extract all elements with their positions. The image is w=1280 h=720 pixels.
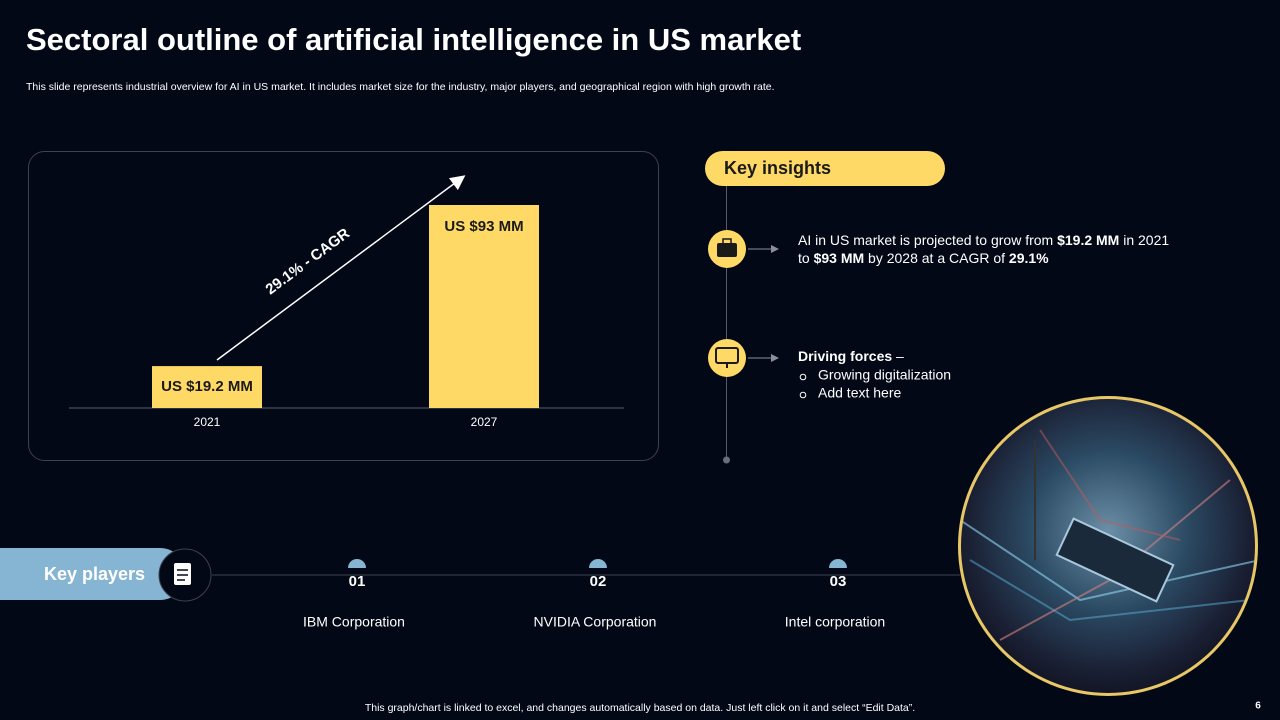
player-number: 02 [590,573,607,590]
timeline-dot [723,456,730,464]
briefcase [717,243,737,257]
text-bold: $93 MM [814,250,865,266]
text-bold: 29.1% [1009,250,1049,266]
text: by 2028 at a CAGR of [864,250,1009,266]
cagr-arrow [216,175,466,361]
bullet [799,391,807,399]
cagr-label: 29.1% - CAGR [262,225,353,298]
player-marker [348,559,366,568]
driving-heading: Driving forces – [798,348,904,364]
players: Key players [0,548,960,602]
insight-text: AI in US market is projected to grow fro… [798,232,1169,248]
x-tick-label: 2021 [194,415,221,429]
player-number: 03 [830,573,847,590]
title: Sectoral outline of artificial intellige… [26,22,801,57]
text-bold: $19.2 MM [1057,232,1119,248]
player-marker [589,559,607,568]
text-bold: Driving forces [798,348,892,364]
insights-heading: Key insights [724,158,831,178]
player-name: Intel corporation [785,614,885,630]
insight-text: to $93 MM by 2028 at a CAGR of 29.1% [798,250,1049,266]
text: in 2021 [1119,232,1169,248]
bar [152,366,262,408]
x-tick-label: 2027 [471,415,498,429]
data-label: US $93 MM [444,218,523,235]
chart: 29.1% - CAGR 2021 US $19.2 MM 2027 US $93 M… [28,151,659,461]
subtitle: This slide represents industrial overvie… [26,81,775,93]
bullet [799,373,807,381]
player-name: NVIDIA Corporation [534,614,657,630]
text: AI in US market is projected to grow fro… [798,232,1057,248]
insights-pill [705,151,945,186]
photo [958,396,1258,696]
monitor-icon [708,339,746,377]
text: to [798,250,814,266]
clipboard [174,563,191,585]
player-number: 01 [349,573,366,590]
bullet-text: Growing digitalization [818,367,951,383]
players-pill [0,548,186,600]
player-marker [829,559,847,568]
footer: This graph/chart is linked to excel, and… [365,702,915,714]
insights: Key insights AI in US market is projecte… [705,151,1169,464]
data-label: US $19.2 MM [161,378,253,395]
text: – [892,348,904,364]
players-heading: Key players [44,564,145,584]
briefcase-handle [722,238,732,245]
chart-panel [28,151,659,461]
bar [429,205,539,408]
player-name: IBM Corporation [303,614,405,630]
page-number: 6 [1255,701,1261,712]
circuit [961,429,1255,641]
bullet-text: Add text here [818,385,901,401]
